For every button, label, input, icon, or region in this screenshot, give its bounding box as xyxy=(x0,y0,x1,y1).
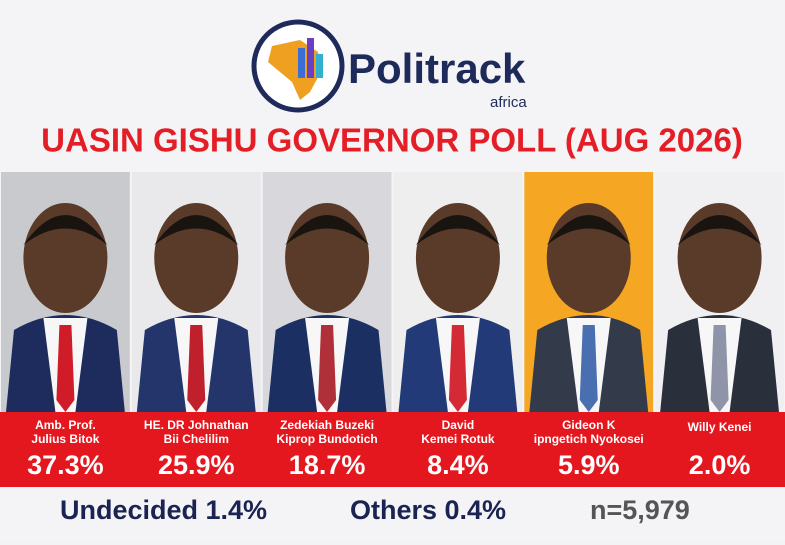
candidate-name: HE. DR Johnathan xyxy=(144,418,249,432)
logo-bar xyxy=(316,54,323,78)
candidate-name: Julius Bitok xyxy=(31,432,99,446)
hair xyxy=(285,215,370,245)
tie xyxy=(318,325,337,412)
candidate-share: 25.9% xyxy=(158,450,235,480)
logo: Politrack africa xyxy=(251,19,527,113)
candidate-share: 18.7% xyxy=(289,450,366,480)
hair xyxy=(154,215,239,245)
candidate-share: 37.3% xyxy=(27,450,104,480)
logo-bar xyxy=(307,38,314,78)
tie xyxy=(579,325,598,412)
undecided: Undecided 1.4% xyxy=(60,495,267,525)
tie xyxy=(187,325,206,412)
hair xyxy=(23,215,108,245)
tie xyxy=(710,325,729,412)
candidate-share: 2.0% xyxy=(689,450,751,480)
hair xyxy=(546,215,631,245)
candidate-name: Gideon K xyxy=(562,418,616,432)
others: Others 0.4% xyxy=(350,495,506,525)
logo-bar xyxy=(298,48,305,78)
candidate-name: Kemei Rotuk xyxy=(421,432,495,446)
tie xyxy=(56,325,75,412)
hair xyxy=(677,215,762,245)
hair xyxy=(415,215,500,245)
candidate-name: David xyxy=(442,418,475,432)
sample-size: n=5,979 xyxy=(590,495,690,525)
candidate-name: Willy Kenei xyxy=(688,420,752,434)
tie xyxy=(448,325,467,412)
candidate-name: Amb. Prof. xyxy=(35,418,96,432)
title: UASIN GISHU GOVERNOR POLL (AUG 2026) xyxy=(41,122,743,159)
candidates: Amb. Prof.Julius Bitok 37.3% HE. DR Johnat… xyxy=(1,172,784,480)
candidate-name: Zedekiah Buzeki xyxy=(280,418,374,432)
candidate-name: ipngetich Nyokosei xyxy=(534,432,644,446)
logo-name: Politrack xyxy=(348,45,526,92)
candidate-share: 5.9% xyxy=(558,450,620,480)
candidate-name: Bii Chelilim xyxy=(164,432,229,446)
results-band xyxy=(0,412,785,487)
candidate-share: 8.4% xyxy=(427,450,489,480)
candidate-name: Kiprop Bundotich xyxy=(276,432,377,446)
logo-sub: africa xyxy=(490,94,527,111)
